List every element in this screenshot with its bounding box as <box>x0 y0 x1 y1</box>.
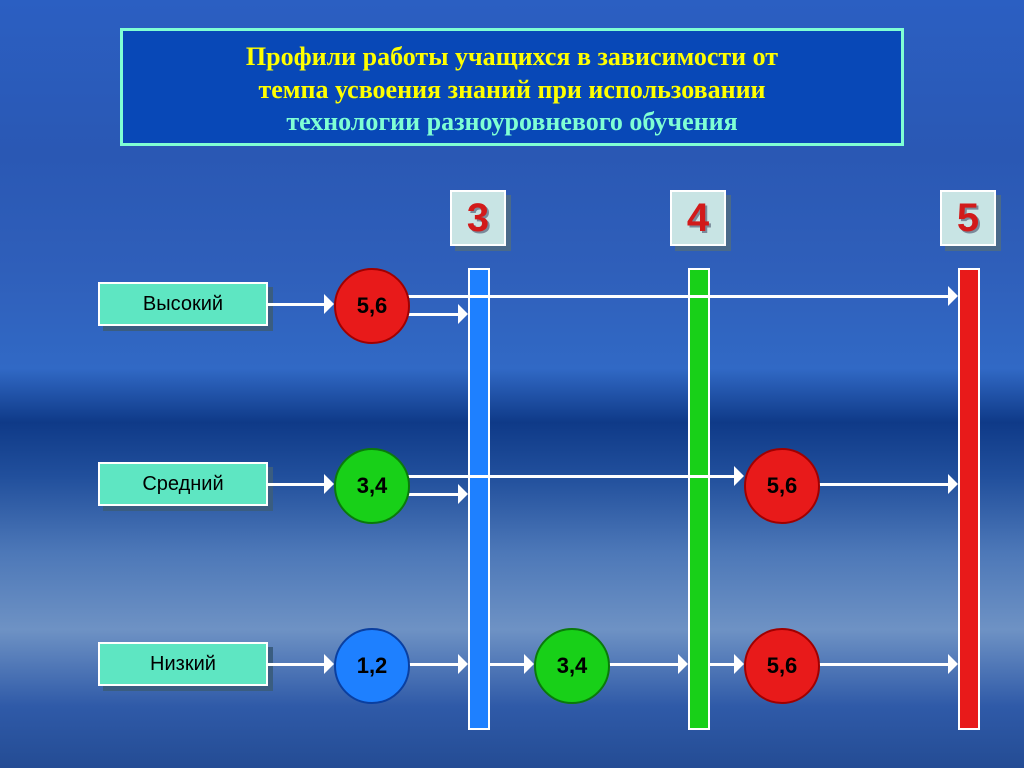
arrow <box>816 663 948 666</box>
arrow <box>406 475 734 478</box>
column-label-text: 5 <box>957 196 979 241</box>
data-circle: 3,4 <box>334 448 410 524</box>
arrow-head-icon <box>458 304 468 324</box>
arrow <box>490 663 524 666</box>
row-label: Высокий <box>98 282 268 326</box>
column-label-text: 4 <box>687 196 709 241</box>
data-circle: 5,6 <box>744 448 820 524</box>
row-label-text: Средний <box>142 473 223 496</box>
arrow <box>606 663 678 666</box>
title-line: технологии разноуровневого обучения <box>133 106 891 139</box>
arrow <box>268 303 324 306</box>
arrow-head-icon <box>678 654 688 674</box>
column-bar <box>468 268 490 730</box>
row-label: Средний <box>98 462 268 506</box>
data-circle: 5,6 <box>744 628 820 704</box>
column-bar <box>958 268 980 730</box>
arrow-head-icon <box>458 484 468 504</box>
row-label-text: Высокий <box>143 293 223 316</box>
column-label: 55 <box>940 190 996 246</box>
arrow <box>406 313 458 316</box>
arrow-head-icon <box>524 654 534 674</box>
arrow-head-icon <box>458 654 468 674</box>
arrow-head-icon <box>324 294 334 314</box>
column-bar <box>688 268 710 730</box>
row-label-text: Низкий <box>150 653 216 676</box>
arrow <box>268 663 324 666</box>
data-circle: 3,4 <box>534 628 610 704</box>
arrow-head-icon <box>324 654 334 674</box>
title-box: Профили работы учащихся в зависимости от… <box>120 28 904 146</box>
data-circle: 5,6 <box>334 268 410 344</box>
data-circle: 1,2 <box>334 628 410 704</box>
circle-value: 3,4 <box>357 473 388 499</box>
circle-value: 1,2 <box>357 653 388 679</box>
arrow-head-icon <box>948 474 958 494</box>
arrow-head-icon <box>734 466 744 486</box>
arrow-head-icon <box>324 474 334 494</box>
arrow <box>268 483 324 486</box>
arrow-head-icon <box>734 654 744 674</box>
row-label: Низкий <box>98 642 268 686</box>
column-label-text: 3 <box>467 196 489 241</box>
column-label: 33 <box>450 190 506 246</box>
circle-value: 5,6 <box>357 293 388 319</box>
arrow <box>406 295 948 298</box>
circle-value: 5,6 <box>767 653 798 679</box>
arrow <box>406 663 458 666</box>
circle-value: 3,4 <box>557 653 588 679</box>
arrow <box>710 663 734 666</box>
column-label: 44 <box>670 190 726 246</box>
arrow-head-icon <box>948 286 958 306</box>
arrow <box>406 493 458 496</box>
title-line: темпа усвоения знаний при использовании <box>133 74 891 107</box>
arrow <box>816 483 948 486</box>
circle-value: 5,6 <box>767 473 798 499</box>
title-line: Профили работы учащихся в зависимости от <box>133 41 891 74</box>
arrow-head-icon <box>948 654 958 674</box>
